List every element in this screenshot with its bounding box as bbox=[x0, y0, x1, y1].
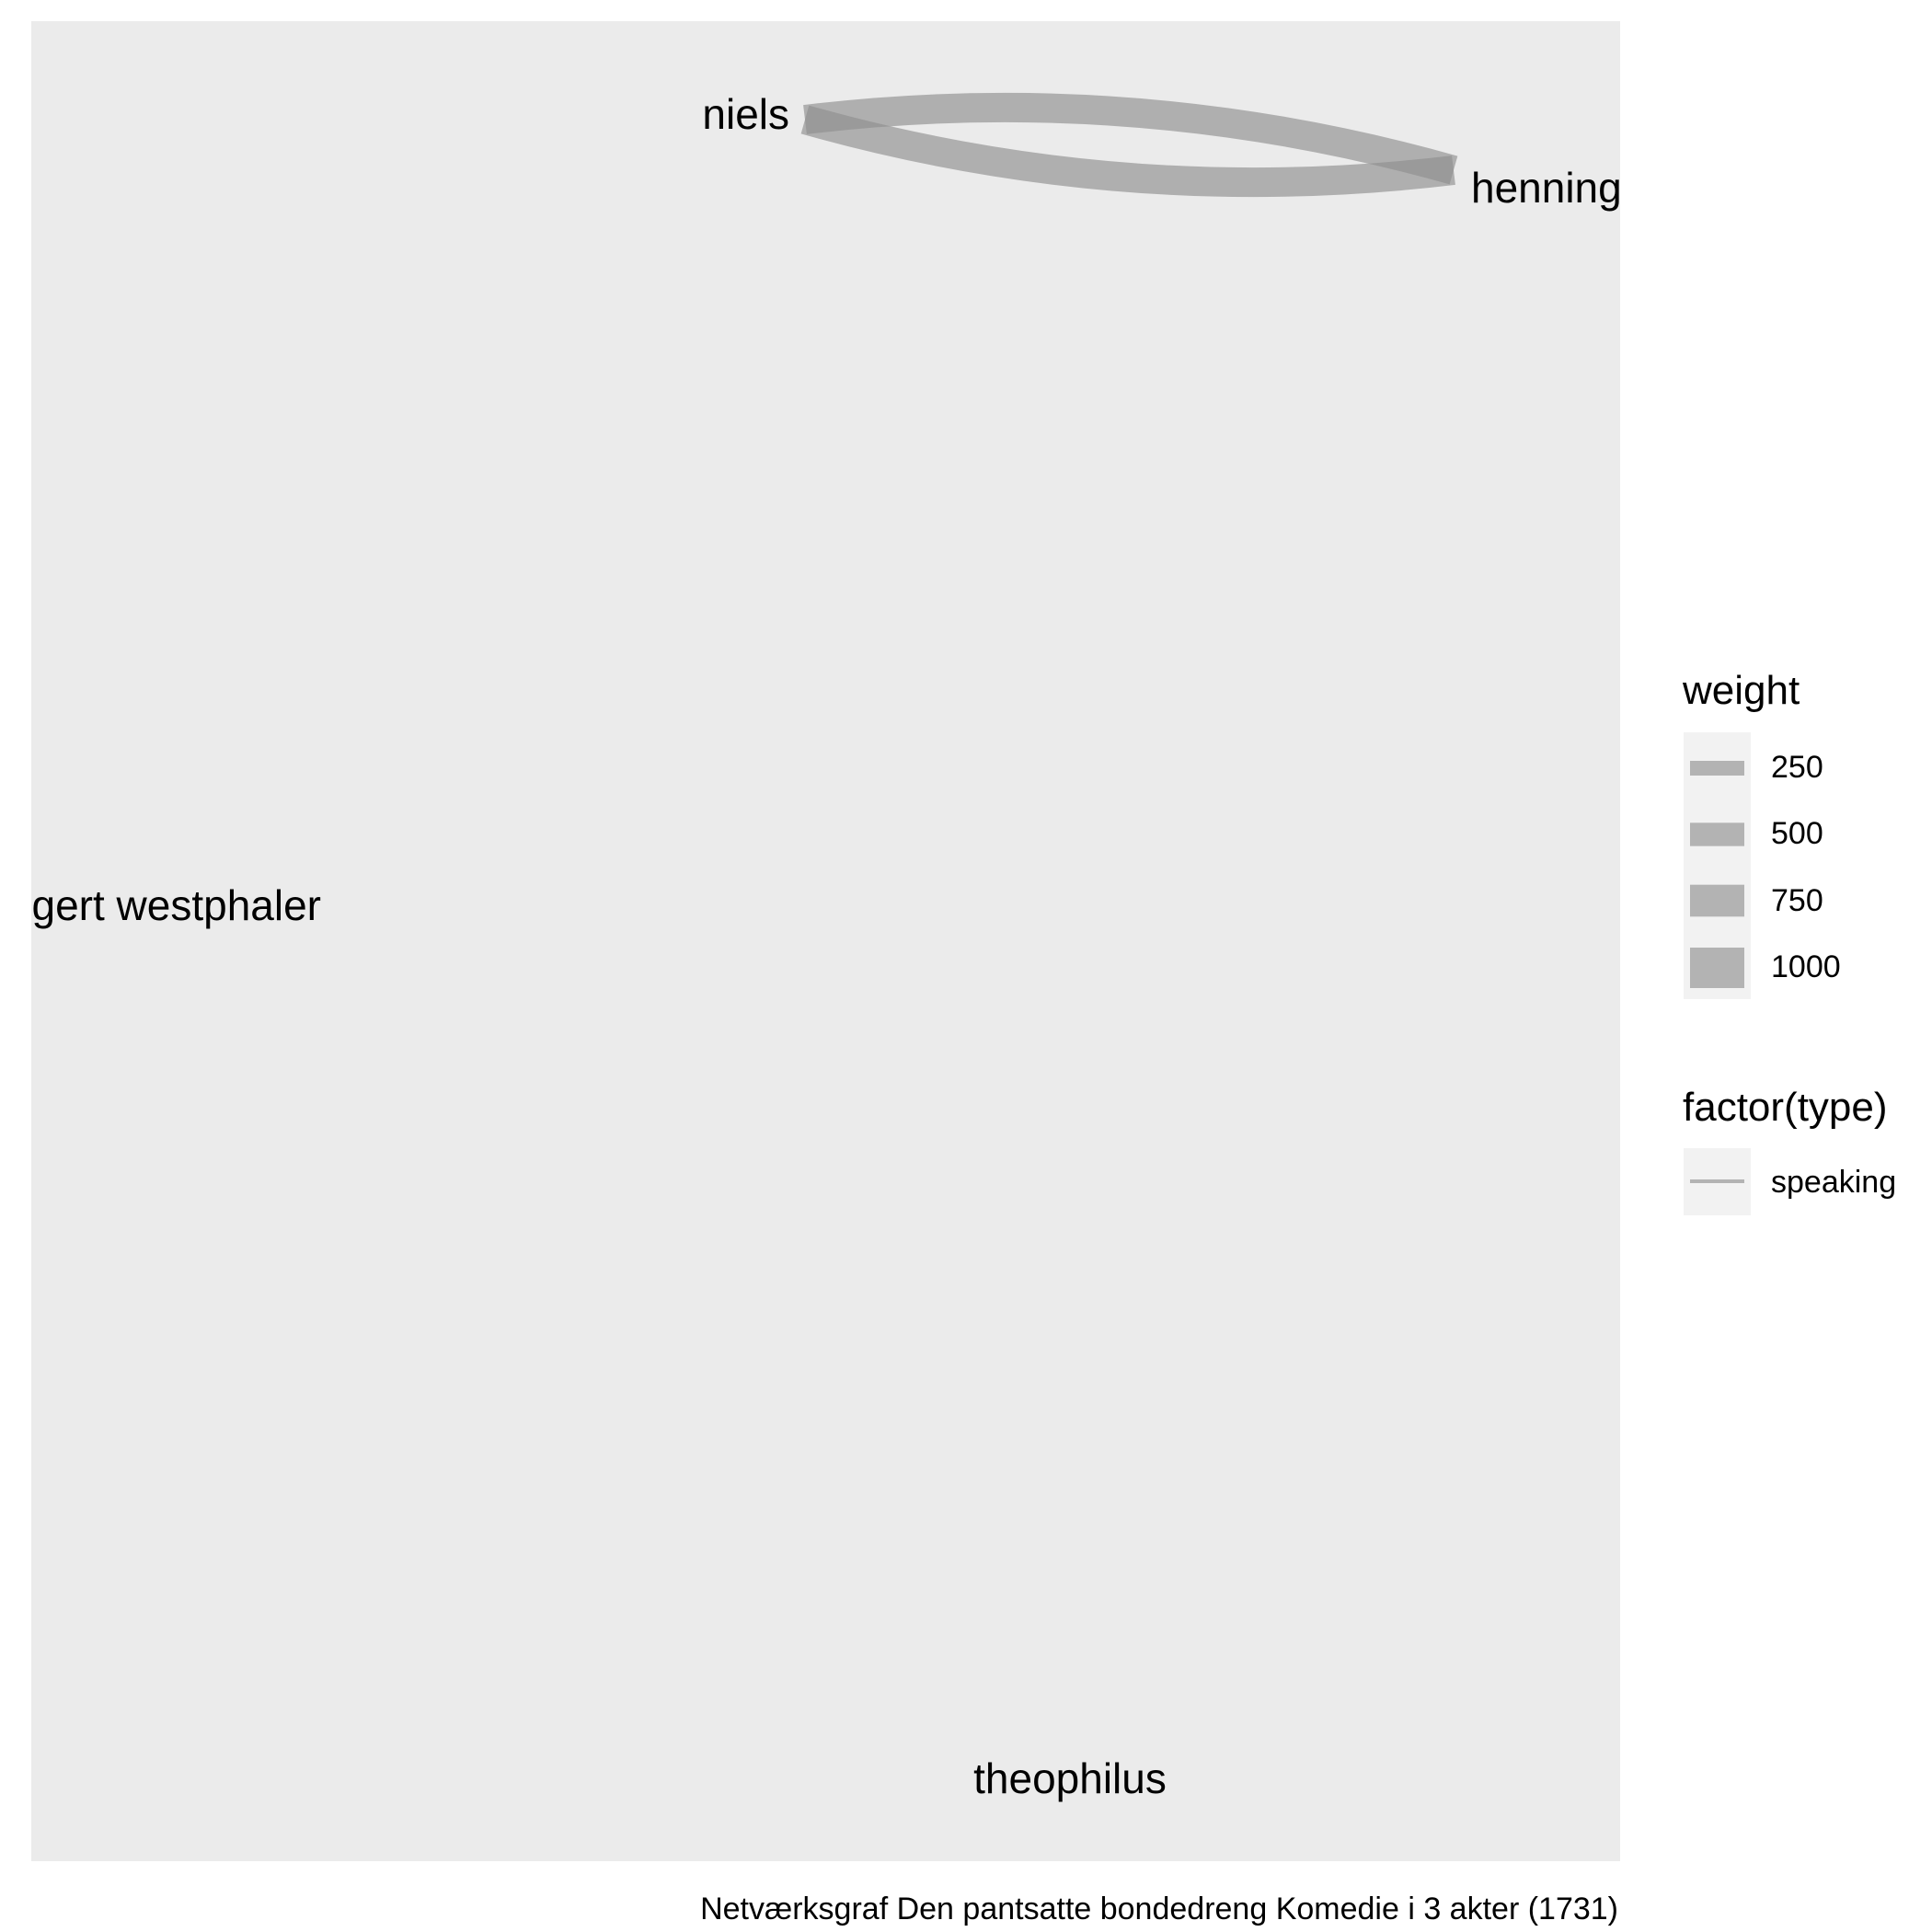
plot-panel bbox=[31, 21, 1620, 1861]
legend-type: factor(type) speaking bbox=[1683, 1085, 1896, 1215]
legend-weight-key-1000 bbox=[1690, 948, 1744, 988]
legend-weight-label-250: 250 bbox=[1771, 750, 1823, 785]
node-label-theophilus: theophilus bbox=[973, 1754, 1167, 1802]
legend-weight-key-250 bbox=[1690, 761, 1744, 776]
edge-henning-niels bbox=[803, 92, 1458, 185]
legend-weight-label-1000: 1000 bbox=[1771, 949, 1841, 984]
node-label-henning: henning bbox=[1471, 164, 1622, 212]
legend-type-label-speaking: speaking bbox=[1771, 1165, 1896, 1200]
legend-weight-title: weight bbox=[1682, 668, 1800, 713]
node-label-gert-westphaler: gert westphaler bbox=[32, 881, 322, 929]
plot-caption: Netværksgraf Den pantsatte bondedreng Ko… bbox=[700, 1892, 1618, 1926]
legend-weight-label-750: 750 bbox=[1771, 883, 1823, 918]
edge-niels-henning bbox=[800, 105, 1455, 198]
legend-weight-key-500 bbox=[1690, 822, 1744, 846]
node-labels: niels henning gert westphaler theophilus bbox=[32, 90, 1622, 1802]
legend-weight: weight 250 500 750 1000 bbox=[1682, 668, 1841, 999]
node-label-niels: niels bbox=[702, 90, 789, 138]
legend-weight-label-500: 500 bbox=[1771, 816, 1823, 851]
legend-type-title: factor(type) bbox=[1683, 1085, 1888, 1130]
legend-weight-key-750 bbox=[1690, 884, 1744, 917]
edge-layer bbox=[800, 92, 1458, 198]
